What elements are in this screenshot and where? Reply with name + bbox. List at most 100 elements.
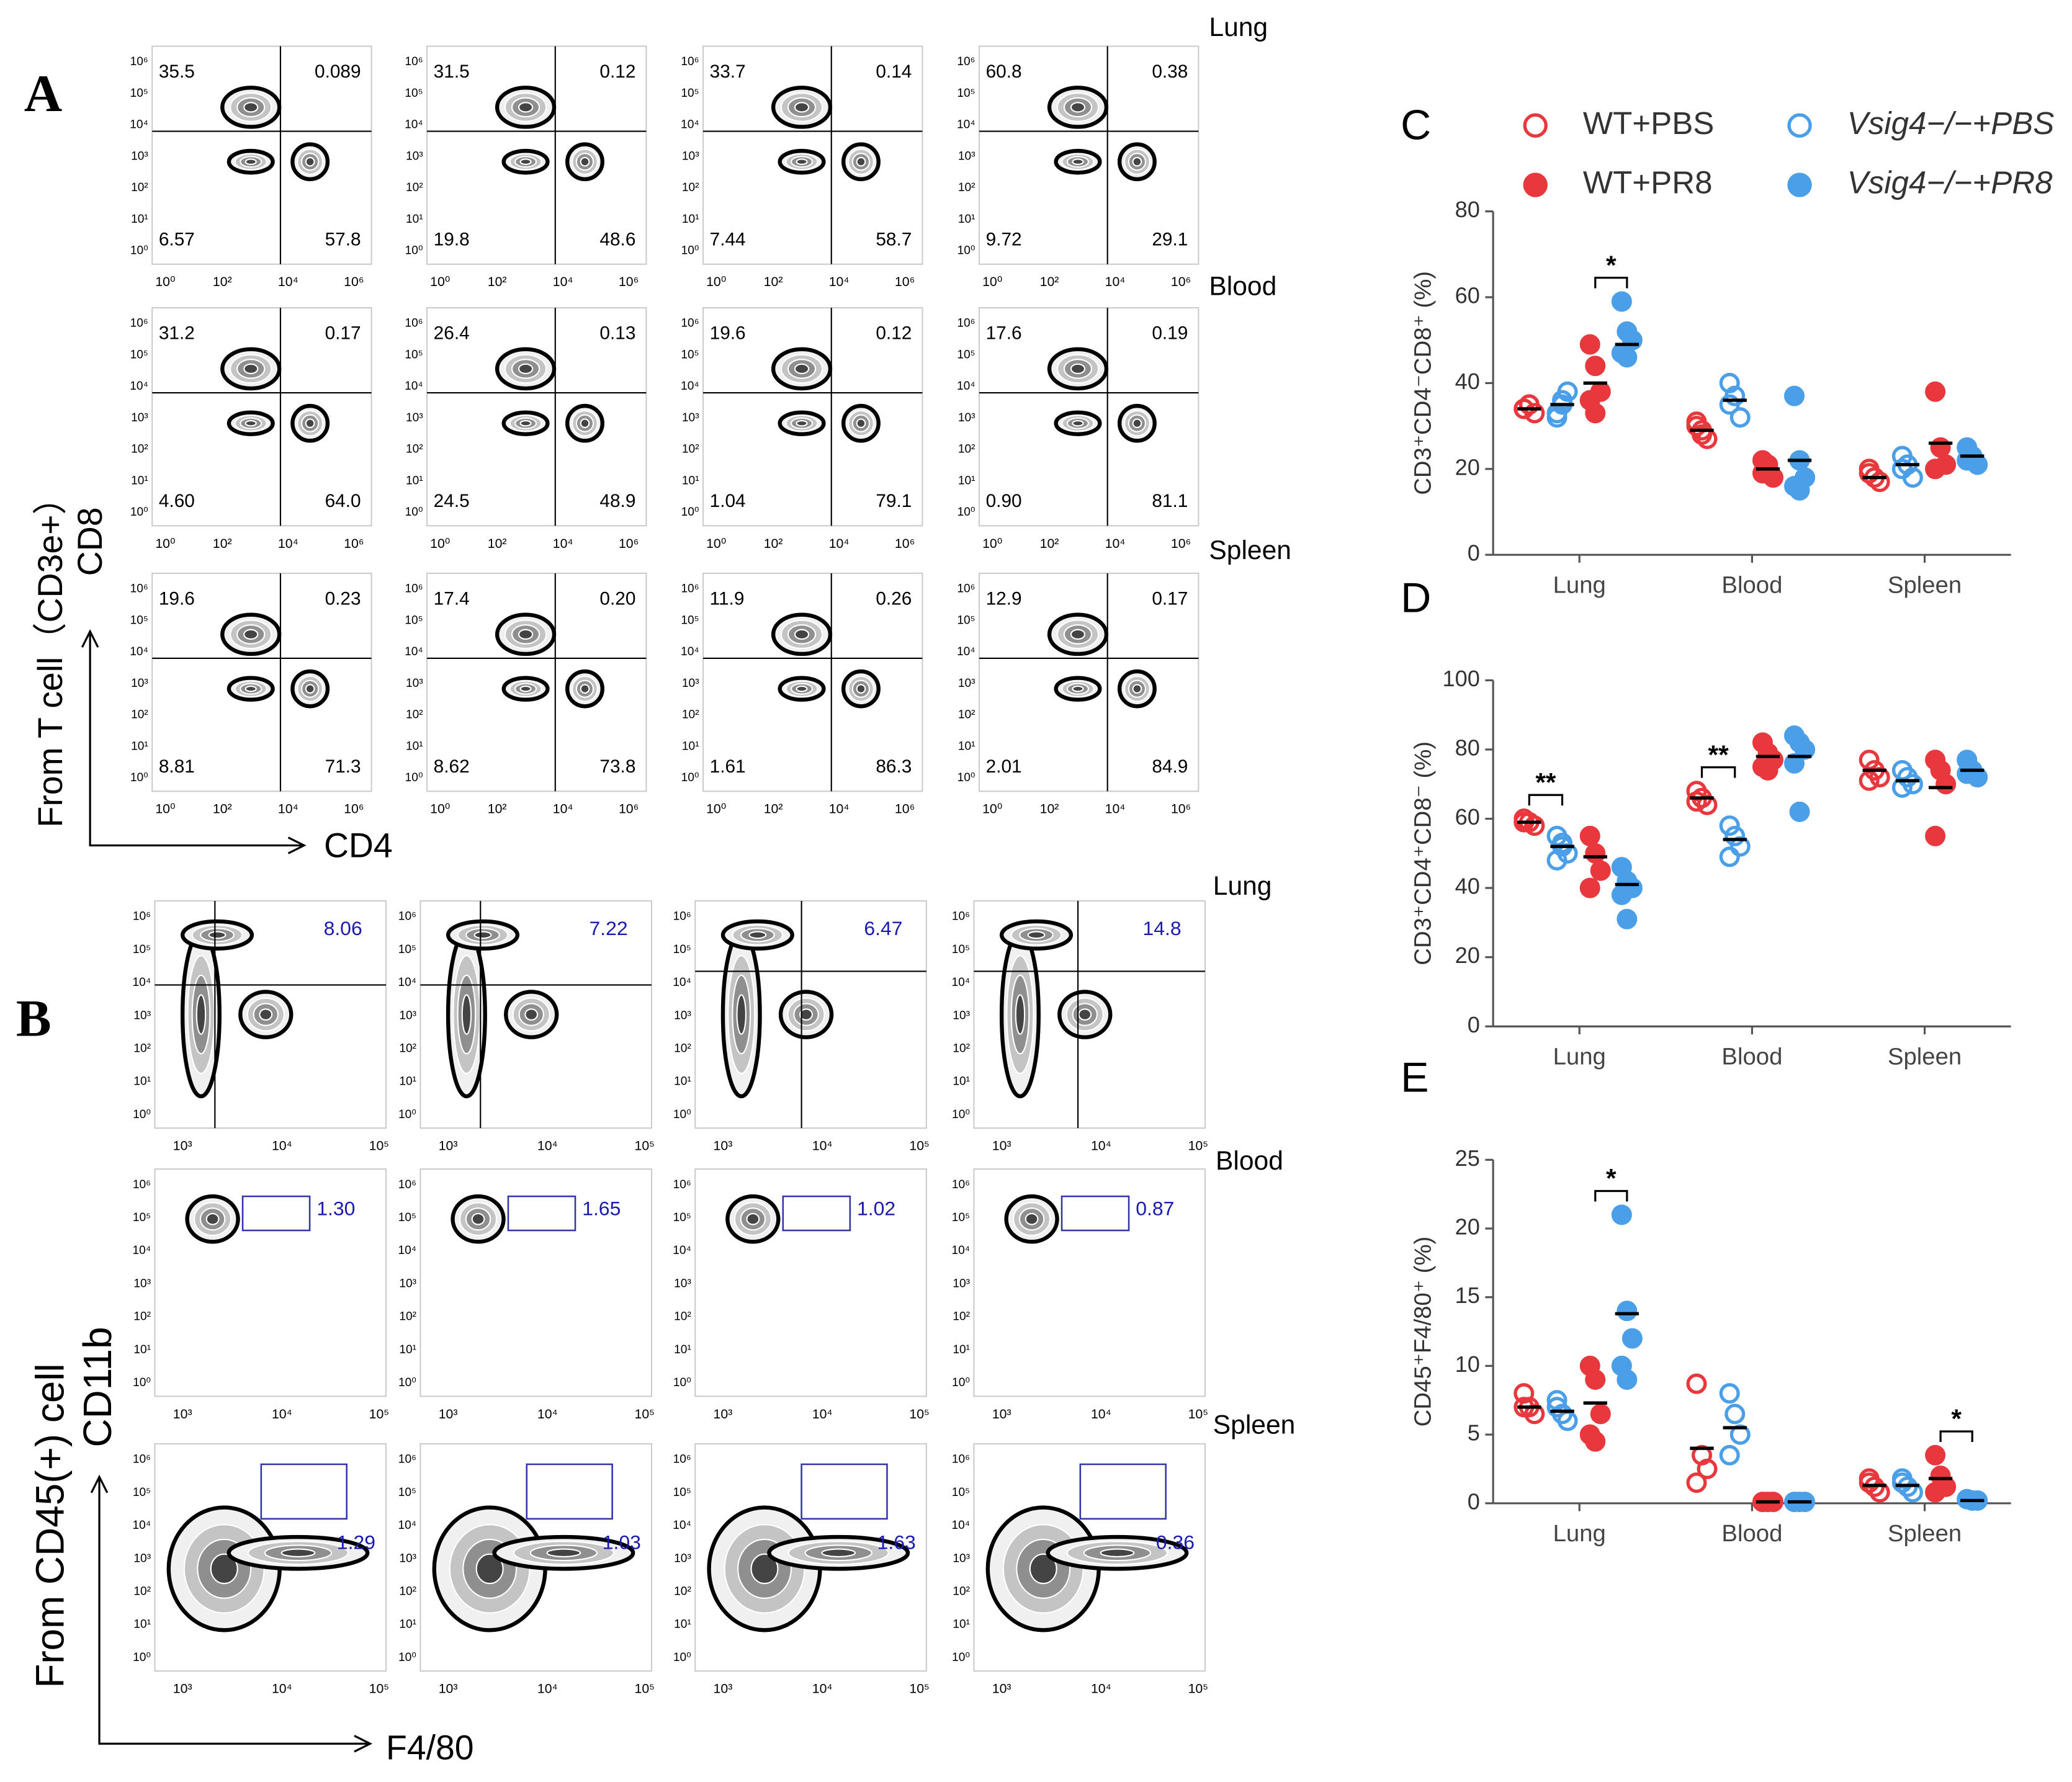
x-tick-label: 10⁶	[619, 536, 639, 551]
contour	[1072, 685, 1084, 692]
y-tick-label: 10¹	[406, 474, 423, 487]
point	[1579, 825, 1600, 846]
point	[1617, 1301, 1638, 1322]
panel-label: A	[24, 65, 62, 123]
y-tick-label: 10⁵	[398, 1211, 416, 1224]
y-tick-label: 10⁶	[130, 583, 148, 596]
y-tick-label: 10⁰	[958, 506, 975, 519]
y-tick-label: 10²	[399, 1585, 416, 1598]
y-tick-label: 10⁰	[405, 771, 423, 784]
point	[1859, 1472, 1880, 1493]
gate-value: 1.03	[603, 1531, 641, 1554]
point	[1585, 843, 1606, 864]
y-tick-label: 80	[1455, 197, 1480, 222]
y-tick-label: 10⁶	[398, 1453, 416, 1466]
y-tick-label: 10⁶	[133, 910, 151, 923]
y-tick-label: 10⁴	[957, 380, 975, 393]
y-tick-label: 10¹	[399, 1618, 416, 1631]
x-tick-label: 10⁰	[155, 536, 175, 551]
y-tick-label: 10³	[958, 411, 975, 424]
y-tick-label: 10⁰	[130, 244, 148, 257]
contour	[580, 418, 590, 429]
y-tick-label: 60	[1455, 283, 1480, 308]
y-tick-label: 10²	[953, 1585, 970, 1598]
panel-label: C	[1401, 102, 1431, 149]
y-tick-label: 10⁰	[133, 1108, 151, 1121]
y-tick-label: 10⁰	[958, 771, 975, 784]
gate	[241, 1195, 311, 1232]
contour	[1072, 419, 1084, 427]
significance-label: *	[1606, 1164, 1617, 1194]
gate-value: 1.63	[877, 1531, 916, 1554]
y-tick-label: 10³	[674, 1009, 691, 1022]
quadrant-value: 11.9	[710, 588, 745, 609]
y-tick-label: 10⁵	[681, 348, 699, 361]
x-tick-label: 10²	[764, 802, 783, 817]
contour	[796, 158, 808, 165]
y-tick-label: 10⁶	[130, 55, 148, 68]
quadrant-value: 57.8	[325, 229, 361, 249]
x-tick-label: 10³	[173, 1407, 192, 1422]
x-tick-label: 10³	[992, 1139, 1011, 1153]
point	[1617, 1369, 1638, 1390]
point	[1891, 459, 1913, 480]
y-tick-label: 10⁰	[673, 1108, 691, 1121]
x-tick-label: 10⁴	[553, 802, 573, 817]
x-tick-label: 10⁴	[278, 802, 298, 817]
y-tick-label: 10⁰	[133, 1651, 151, 1664]
y-tick-label: 10⁶	[133, 1453, 151, 1466]
y-tick-label: 10²	[674, 1042, 691, 1055]
gate-value: 6.47	[864, 917, 902, 939]
x-tick-label: 10²	[1040, 536, 1059, 551]
quadrant-value: 0.12	[876, 323, 912, 344]
contour	[195, 994, 207, 1035]
x-tick-label: 10⁶	[1171, 536, 1191, 551]
point	[1784, 385, 1805, 406]
contour	[1100, 1548, 1135, 1557]
point	[1719, 815, 1740, 836]
y-tick-label: 10¹	[958, 474, 975, 487]
x-tick-label: Spleen	[1888, 1520, 1962, 1547]
y-tick-label: 10⁴	[130, 645, 148, 658]
quadrant-value: 58.7	[876, 229, 912, 249]
point	[1925, 459, 1946, 480]
contour	[280, 1548, 316, 1557]
y-tick-label: 10¹	[133, 1618, 151, 1631]
x-tick-label: 10⁴	[278, 274, 298, 289]
quadrant-value: 2.01	[986, 756, 1022, 777]
significance-label: *	[1951, 1404, 1962, 1434]
x-tick-label: 10⁴	[272, 1681, 292, 1696]
x-tick-label: 10³	[173, 1139, 192, 1153]
y-tick-label: 10⁰	[681, 506, 699, 519]
x-tick-label: 10²	[213, 802, 232, 817]
y-tick-label: 10²	[682, 181, 699, 194]
point	[1902, 774, 1923, 795]
x-tick-label: 10⁵	[1188, 1407, 1208, 1422]
quadrant-value: 73.8	[599, 756, 635, 777]
quadrant-value: 1.61	[710, 756, 746, 777]
quadrant-value: 12.9	[986, 588, 1022, 609]
point	[1789, 480, 1810, 501]
x-tick-label: 10⁰	[155, 802, 175, 817]
x-tick-label: 10⁶	[619, 274, 639, 289]
y-tick-label: 10²	[682, 443, 699, 456]
contour	[794, 102, 810, 113]
significance-label: **	[1535, 768, 1556, 797]
point	[1724, 825, 1746, 846]
y-tick-label: 80	[1455, 735, 1480, 761]
x-tick-label: Lung	[1553, 571, 1606, 598]
y-tick-label: 5	[1468, 1420, 1480, 1446]
x-tick-label: 10⁵	[369, 1407, 389, 1422]
contour	[1070, 629, 1086, 640]
y-tick-label: 10⁴	[952, 1244, 971, 1257]
y-tick-label: 10³	[131, 677, 148, 690]
contour	[1132, 156, 1142, 167]
y-tick-label: 10⁶	[673, 910, 691, 923]
point	[1585, 403, 1606, 424]
point	[1686, 1472, 1707, 1493]
x-tick-label: 10⁴	[1105, 536, 1126, 551]
point	[1611, 1204, 1632, 1225]
x-tick-label: 10⁴	[1091, 1681, 1111, 1696]
point	[1729, 407, 1751, 428]
y-tick-label: 40	[1455, 369, 1480, 394]
